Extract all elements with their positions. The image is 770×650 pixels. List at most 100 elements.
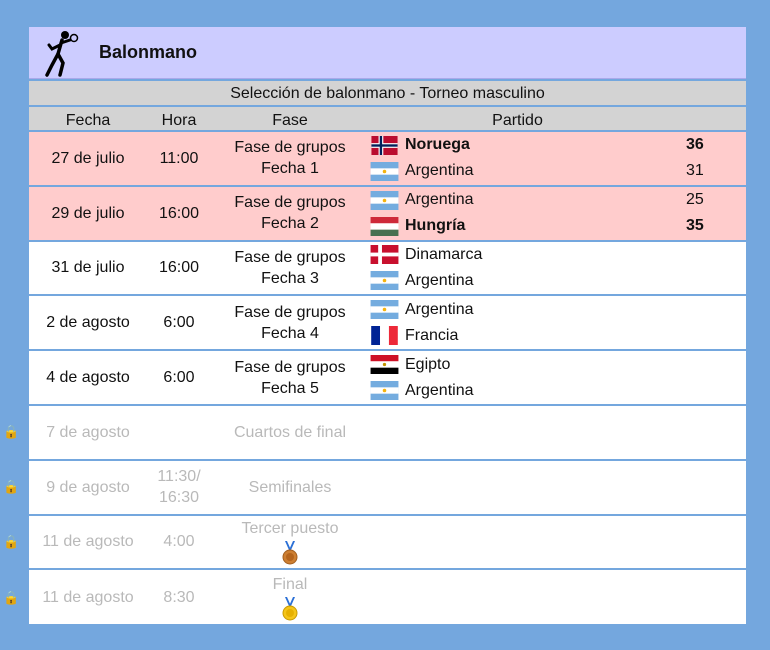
team-row: Argentina [369,268,746,294]
lock-icon: 🔒 [3,479,20,495]
team-row: Hungría 35 [369,213,746,239]
match: Argentina 25 Hungría 35 [369,187,746,239]
team-name: Francia [405,326,459,344]
lock-icon: 🔒 [3,589,20,605]
row-date: 4 de agosto [46,369,130,387]
team-score: 35 [686,217,704,235]
team-row: Francia [369,323,746,349]
team-name: Argentina [405,381,474,399]
team-name: Argentina [405,300,474,318]
lock-icon: 🔒 [3,424,20,440]
argentina-flag-icon [370,300,399,320]
france-flag-icon [371,326,398,346]
table-row: 4 de agosto 6:00 Fase de grupos Fecha 5 … [29,351,746,406]
row-phase: Fase de grupos Fecha 4 [211,302,369,344]
team-name: Argentina [405,162,474,180]
argentina-flag-icon [370,190,399,210]
row-time: 4:00 [163,533,195,551]
schedule-panel: Balonmano Selección de balonmano - Torne… [3,27,746,625]
row-time: 11:00 [159,149,199,167]
time-line-1: 11:30/ [157,468,201,486]
row-phase: Fase de grupos Fecha 2 [211,192,369,234]
phase-line-2: Fecha 1 [261,160,319,178]
row-phase: Cuartos de final [233,423,347,441]
match: Egipto Argentina [369,352,746,404]
team-row: Argentina [369,297,746,323]
row-date: 29 de julio [51,204,125,222]
bronze-medal-icon [282,541,298,565]
phase-line-1: Tercer puesto [241,520,339,538]
phase-line-1: Fase de grupos [234,248,346,266]
team-name: Argentina [405,271,474,289]
row-date: 31 de julio [51,259,125,277]
team-score: 31 [686,162,704,180]
row-time: 8:30 [163,589,195,607]
phase-line-1: Final [272,576,308,594]
team-name: Dinamarca [405,245,483,263]
team-name: Egipto [405,355,451,373]
row-date: 11 de agosto [42,589,134,607]
column-headers: Fecha Hora Fase Partido [29,105,746,132]
phase-line-1: Fase de grupos [234,139,346,157]
page-title: Balonmano [99,42,198,62]
column-hora: Hora [161,112,197,129]
row-date: 2 de agosto [46,314,130,332]
team-row: Argentina [369,378,746,404]
match: Argentina Francia [369,297,746,349]
row-date: 11 de agosto [42,533,134,551]
table-row: 27 de julio 11:00 Fase de grupos Fecha 1… [29,132,746,187]
phase-line-1: Fase de grupos [234,303,346,321]
row-phase: Fase de grupos Fecha 5 [211,357,369,399]
handball-player-icon [43,27,87,79]
team-name: Hungría [405,217,466,235]
team-name: Argentina [405,191,474,209]
row-time: 6:00 [163,314,195,332]
team-row: Dinamarca [369,242,746,268]
row-phase: Fase de grupos Fecha 3 [211,247,369,289]
phase-line-2: Fecha 4 [261,324,319,342]
norway-flag-icon [371,135,398,155]
column-fecha: Fecha [65,112,111,129]
row-date: 7 de agosto [46,423,130,441]
row-date: 9 de agosto [46,478,130,496]
denmark-flag-icon [370,245,399,265]
column-partido: Partido [492,112,543,129]
team-score: 36 [686,136,704,154]
row-time: 16:00 [158,259,200,277]
team-row: Argentina 31 [369,158,746,184]
phase-line-2: Fecha 3 [261,269,319,287]
row-phase: Final [211,574,369,621]
row-phase: Fase de grupos Fecha 1 [211,137,369,179]
row-time: 6:00 [163,369,195,387]
argentina-flag-icon [370,271,399,291]
phase-line-1: Fase de grupos [234,194,346,212]
table-row: 🔒 11 de agosto 8:30 Final [3,570,746,625]
row-phase: Semifinales [248,478,332,496]
time-line-2: 16:30 [158,489,200,507]
egypt-flag-icon [370,355,399,375]
phase-line-2: Fecha 5 [261,379,319,397]
table-row: 31 de julio 16:00 Fase de grupos Fecha 3… [29,242,746,297]
match: Noruega 36 Argentina 31 [369,132,746,184]
phase-line-2: Fecha 2 [261,215,319,233]
table-row: 29 de julio 16:00 Fase de grupos Fecha 2… [29,186,746,242]
column-fase: Fase [272,112,308,129]
table-row: 🔒 7 de agosto Cuartos de final [3,406,746,461]
match: Dinamarca Argentina [369,242,746,294]
table-row: 2 de agosto 6:00 Fase de grupos Fecha 4 … [29,296,746,352]
team-row: Egipto [369,352,746,378]
lock-icon: 🔒 [3,533,20,549]
row-phase: Tercer puesto [211,518,369,565]
hungary-flag-icon [370,216,399,236]
table-row: 🔒 9 de agosto 11:30/ 16:30 Semifinales [3,461,746,516]
header: Balonmano [29,27,746,79]
phase-line-1: Fase de grupos [234,358,346,376]
gold-medal-icon [282,597,298,621]
argentina-flag-icon [370,161,399,181]
argentina-flag-icon [370,381,399,401]
table-row: 🔒 11 de agosto 4:00 Tercer puesto [3,516,746,571]
row-time: 11:30/ 16:30 [147,466,211,508]
row-date: 27 de julio [51,149,125,167]
team-row: Noruega 36 [369,132,746,158]
team-row: Argentina 25 [369,187,746,213]
